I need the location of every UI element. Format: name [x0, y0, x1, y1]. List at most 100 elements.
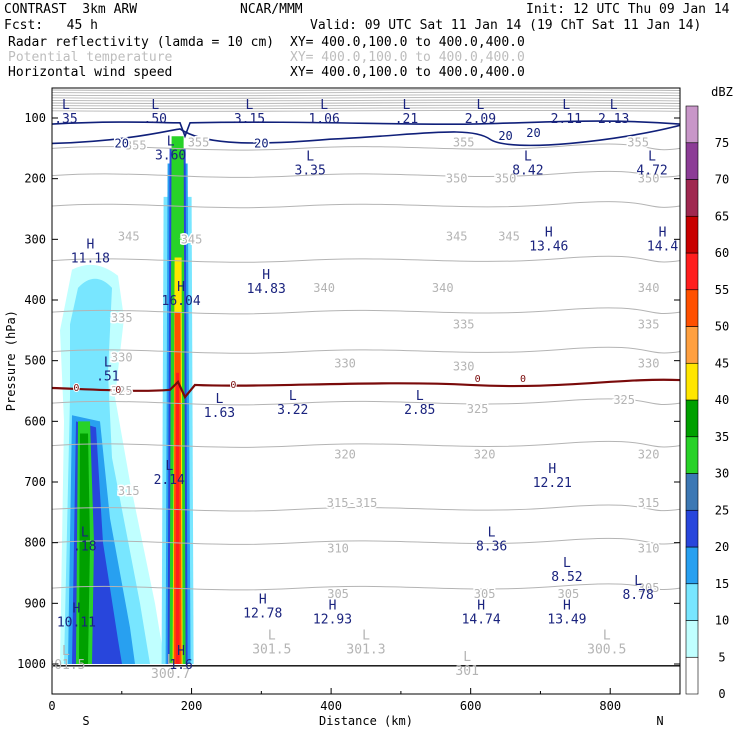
extremum-value: 2.09	[465, 112, 496, 127]
y-tick-label: 800	[24, 536, 46, 550]
x-end-label-south: S	[82, 714, 89, 728]
wind-label: 20	[115, 136, 129, 150]
colorbar-swatch	[685, 252, 699, 291]
colorbar-label: 0	[718, 687, 725, 701]
isentrope-label: 315-315	[327, 496, 378, 510]
extremum-letter: L	[216, 392, 224, 407]
extremum-letter: L	[306, 149, 314, 164]
colorbar-swatch	[685, 509, 699, 548]
field-2-xy: XY= 400.0,100.0 to 400.0,400.0	[290, 50, 525, 65]
extremum-letter: L	[104, 356, 112, 371]
extremum-value: 11.18	[71, 251, 110, 266]
extremum-value: 300.5	[587, 643, 626, 658]
isentrope-label: 315	[638, 496, 660, 510]
extremum-letter: L	[648, 149, 656, 164]
extremum-letter: L	[634, 574, 642, 589]
colorbar-swatch	[685, 215, 699, 254]
colorbar-label: 35	[715, 430, 729, 444]
isentrope-label: 320	[638, 448, 660, 462]
extremum-value: .21	[395, 112, 418, 127]
zero-contour-label: 0	[475, 374, 481, 385]
y-tick-label: 900	[24, 596, 46, 610]
colorbar-label: 30	[715, 467, 729, 481]
isentrope-label: 345	[498, 229, 520, 243]
extremum-value: .18	[73, 540, 96, 555]
extremum-letter: H	[545, 225, 553, 240]
extremum-letter: H	[86, 237, 94, 252]
zero-contour-label: 0	[73, 383, 79, 394]
extremum-letter: L	[167, 653, 175, 668]
extremum-letter: L	[165, 459, 173, 474]
wind-label: 20	[254, 136, 268, 150]
colorbar-label: 50	[715, 320, 729, 334]
field-1-name: Radar reflectivity (lamda = 10 cm)	[8, 35, 275, 50]
colorbar-swatch	[685, 656, 699, 695]
isentrope-335	[52, 307, 680, 315]
isentrope-label: 310	[638, 542, 660, 556]
extremum-letter: H	[329, 598, 337, 613]
extremum-value: 8.36	[476, 540, 507, 555]
isentrope-label: 340	[638, 281, 660, 295]
extremum-value: 3.35	[295, 163, 326, 178]
extremum-letter: H	[177, 644, 185, 659]
isentrope-350	[52, 170, 680, 178]
extremum-letter: L	[477, 98, 485, 113]
isentrope-label: 305	[474, 587, 496, 601]
wind-contour-upper	[52, 120, 680, 139]
model-title: CONTRAST 3km ARW	[4, 2, 138, 17]
wind-label: 20	[498, 129, 512, 143]
extremum-value: 16.04	[162, 294, 201, 309]
x-end-label-north: N	[656, 714, 663, 728]
colorbar-label: 55	[715, 283, 729, 297]
field-3-name: Horizontal wind speed	[8, 65, 173, 80]
extremum-value: 12.21	[533, 476, 572, 491]
isentrope-label: 325	[111, 384, 133, 398]
colorbar-swatch	[685, 289, 699, 327]
y-tick-label: 200	[24, 172, 46, 186]
extremum-value: 10.11	[57, 615, 96, 630]
y-tick-label: 1000	[17, 657, 46, 671]
colorbar-label: 15	[715, 577, 729, 591]
isentrope-320	[52, 440, 680, 448]
isentrope-label: 335	[638, 317, 660, 331]
extremum-letter: L	[603, 629, 611, 644]
isentrope-label: 340	[432, 281, 454, 295]
isentrope-340	[52, 255, 680, 263]
y-tick-label: 600	[24, 414, 46, 428]
colorbar-swatch	[685, 105, 699, 144]
isentrope-325	[52, 398, 680, 406]
isentrope-label: 355	[627, 135, 649, 149]
extremum-letter: L	[463, 650, 471, 665]
extremum-letter: L	[62, 98, 70, 113]
x-tick-label: 600	[460, 699, 482, 713]
colorbar-label: 75	[715, 136, 729, 150]
isentrope-label: 320	[474, 448, 496, 462]
extremum-letter: H	[177, 280, 185, 295]
extremum-letter: L	[320, 98, 328, 113]
extremum-value: 2.11	[551, 112, 582, 127]
org-label: NCAR/MMM	[240, 2, 303, 17]
colorbar-swatch	[685, 326, 699, 364]
extremum-value: 301.3	[346, 643, 385, 658]
field-1-xy: XY= 400.0,100.0 to 400.0,400.0	[290, 35, 525, 50]
extremum-value: .51	[96, 370, 119, 385]
extremum-value: 300.7	[151, 667, 190, 682]
zero-contour-label: 0	[520, 374, 526, 385]
extremum-value: 1.06	[308, 112, 339, 127]
isentrope-label: 325	[613, 393, 635, 407]
isentrope-label: 355	[453, 135, 475, 149]
colorbar-label: 65	[715, 209, 729, 223]
x-axis-title: Distance (km)	[319, 714, 413, 728]
extremum-letter: L	[488, 526, 496, 541]
isentrope-label: 315	[118, 484, 140, 498]
plot-frame	[51, 87, 681, 695]
extremum-value: .50	[144, 112, 167, 127]
extremum-value: 301.5	[46, 658, 85, 673]
isentrope-label: 305	[327, 587, 349, 601]
extremum-letter: L	[167, 134, 175, 149]
extremum-value: .35	[54, 112, 77, 127]
tower-55dbz	[175, 372, 180, 664]
extremum-letter: H	[259, 592, 267, 607]
isentrope-355	[52, 143, 680, 151]
